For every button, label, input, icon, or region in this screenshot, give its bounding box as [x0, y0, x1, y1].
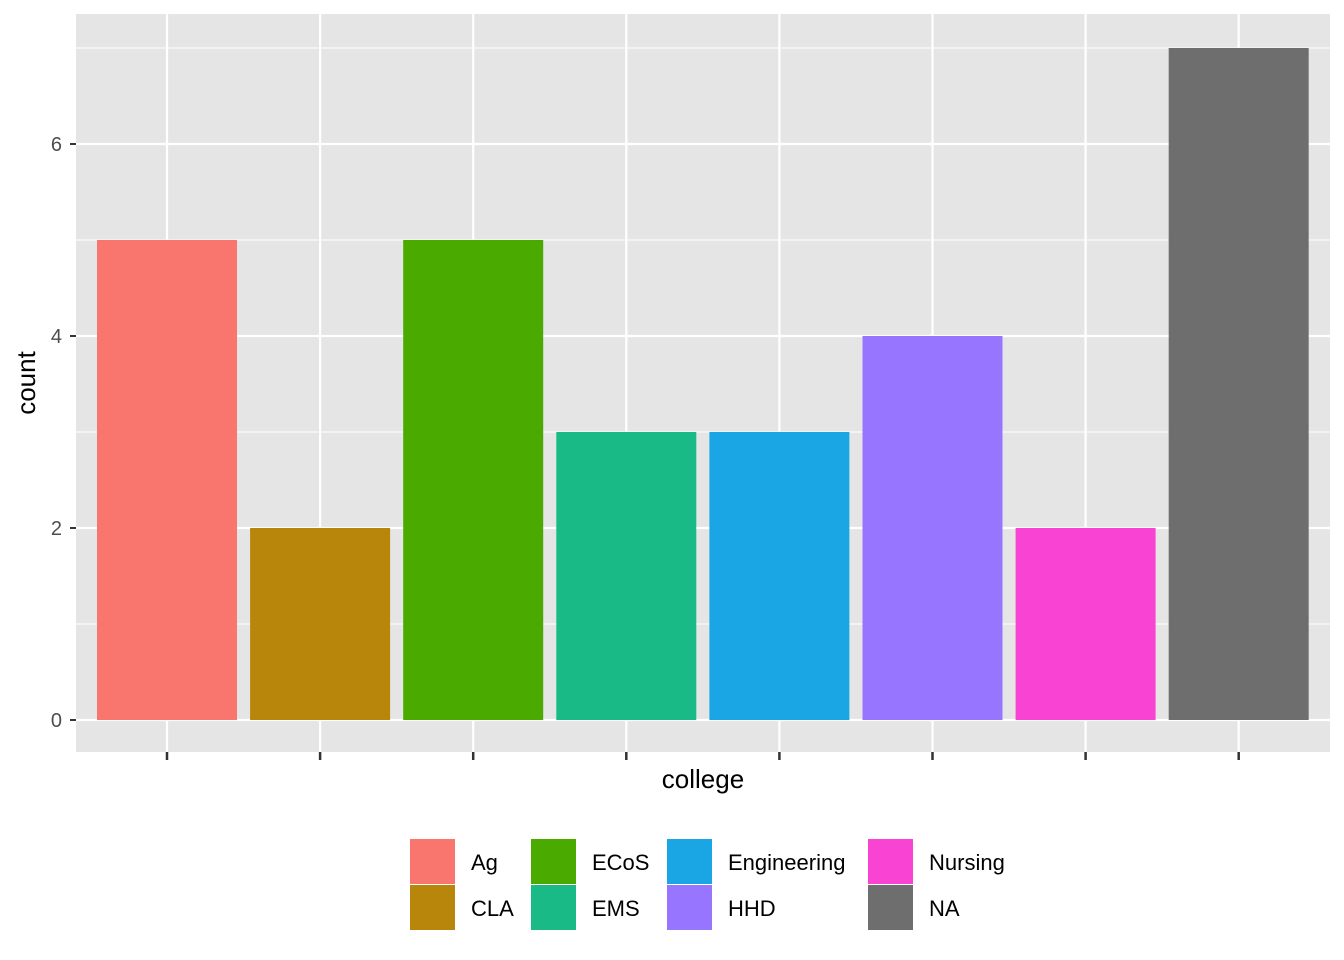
legend-label-cla: CLA [471, 896, 514, 921]
y-axis-title: count [11, 350, 41, 414]
bars-group [97, 48, 1309, 720]
legend-label-na: NA [929, 896, 960, 921]
bar-hhd [862, 336, 1003, 720]
bar-ag [97, 240, 237, 720]
legend-label-nursing: Nursing [929, 850, 1005, 875]
legend-key-engineering [667, 839, 712, 884]
legend-label-hhd: HHD [728, 896, 776, 921]
y-tick-label: 0 [51, 710, 62, 732]
x-axis-title: college [662, 764, 744, 794]
legend-label-ecos: ECoS [592, 850, 649, 875]
legend-key-hhd [667, 885, 712, 930]
legend-key-na [868, 885, 913, 930]
legend-label-ems: EMS [592, 896, 640, 921]
legend-key-cla [410, 885, 455, 930]
legend: Ag CLA ECoS EMS Engineering HHD Nursing NA [410, 839, 1005, 930]
bar-ems [556, 432, 697, 720]
legend-label-engineering: Engineering [728, 850, 845, 875]
x-axis [165, 752, 1240, 760]
legend-label-ag: Ag [471, 850, 498, 875]
legend-key-ecos [531, 839, 576, 884]
bar-nursing [1015, 528, 1156, 720]
y-tick-label: 4 [51, 326, 62, 348]
y-axis: 0 2 4 6 [51, 134, 76, 732]
bar-na [1168, 48, 1309, 720]
legend-key-ems [531, 885, 576, 930]
bar-ecos [403, 240, 544, 720]
y-tick-label: 2 [51, 518, 62, 540]
bar-cla [250, 528, 391, 720]
legend-key-ag [410, 839, 455, 884]
y-tick-label: 6 [51, 134, 62, 156]
bar-engineering [709, 432, 850, 720]
legend-key-nursing [868, 839, 913, 884]
